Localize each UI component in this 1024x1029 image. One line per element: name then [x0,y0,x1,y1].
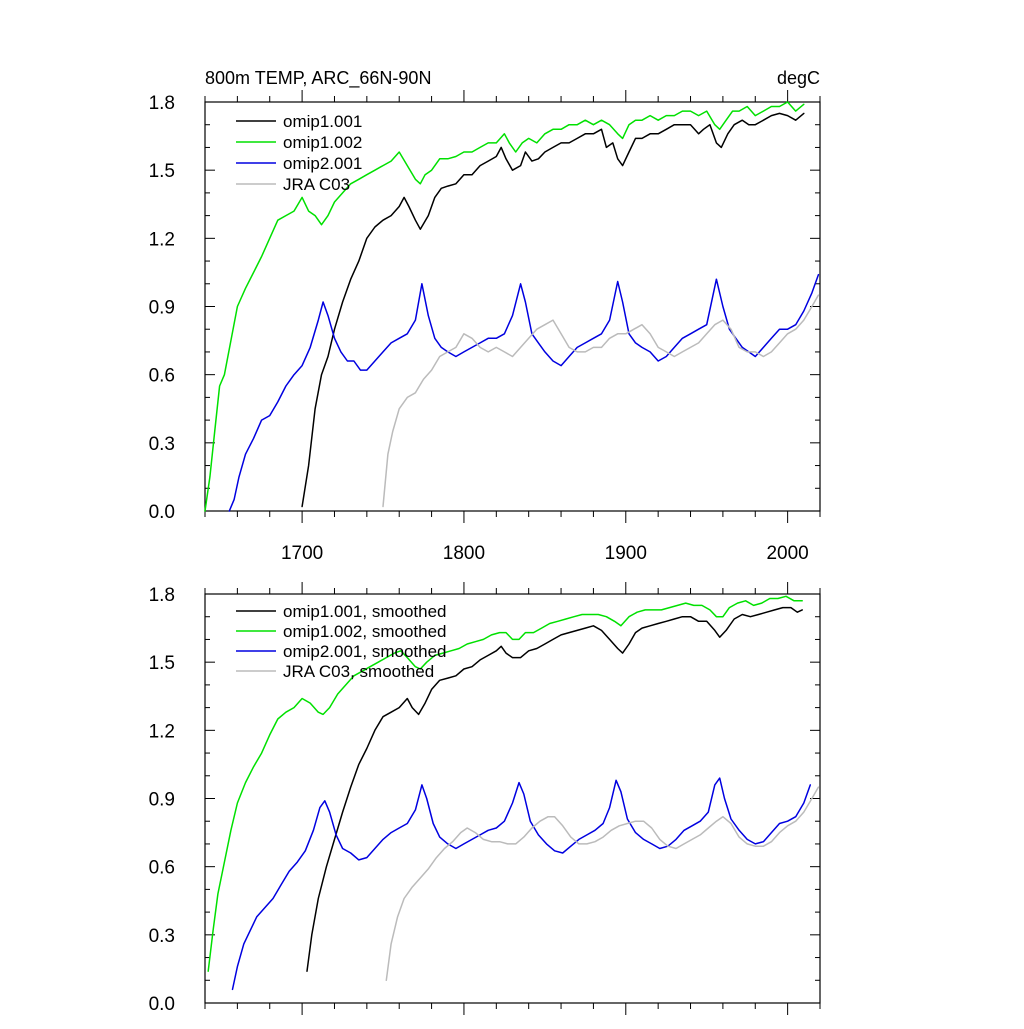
chart-1-series-line [382,294,820,508]
chart-2-legend-label: JRA C03, smoothed [283,662,434,681]
chart-1-ytick-label: 0.9 [149,298,175,319]
chart-1-series-line [228,273,820,512]
chart-2-series-line [231,777,812,991]
chart-2-series-line [306,606,803,972]
chart-2-legend-label: omip1.001, smoothed [283,602,447,621]
chart-1-ytick-label: 1.2 [149,229,175,250]
chart-1-ytick-label: 0.6 [149,366,175,387]
chart-1-ytick-label: 0.3 [149,434,175,455]
chart-2-ytick-label: 0.3 [149,926,175,947]
chart-1-legend-label: omip2.001 [283,154,362,173]
chart-1-ytick-label: 0.0 [149,502,175,523]
chart-2-ytick-label: 0.0 [149,994,175,1015]
chart-1-xtick-label: 1900 [605,543,647,564]
chart-1-legend-label: JRA C03 [283,175,350,194]
chart-1-legend-label: omip1.002 [283,133,362,152]
chart-2-series-line [207,595,803,972]
chart-2-ytick-label: 1.2 [149,721,175,742]
chart-2-ytick-label: 0.9 [149,790,175,811]
chart-2-legend-label: omip2.001, smoothed [283,642,447,661]
chart-1-xtick-label: 2000 [766,543,808,564]
chart-1-xtick-label: 1700 [281,543,323,564]
chart-2-ytick-label: 1.5 [149,653,175,674]
chart-2-ytick-label: 0.6 [149,858,175,879]
chart-1-ytick-label: 1.5 [149,161,175,182]
chart-1-legend-label: omip1.001 [283,112,362,131]
chart-1-series-line [204,101,805,512]
chart-1-title: 800m TEMP, ARC_66N-90N [205,68,431,89]
chart-2-ytick-label: 1.8 [149,585,175,606]
chart-1-series-line [301,112,805,508]
chart-1-xtick-label: 1800 [443,543,485,564]
chart-1-ytick-label: 1.8 [149,93,175,114]
chart-2-legend-label: omip1.002, smoothed [283,622,447,641]
chart-1-units: degC [777,68,820,88]
chart-2-series-line [385,786,820,982]
